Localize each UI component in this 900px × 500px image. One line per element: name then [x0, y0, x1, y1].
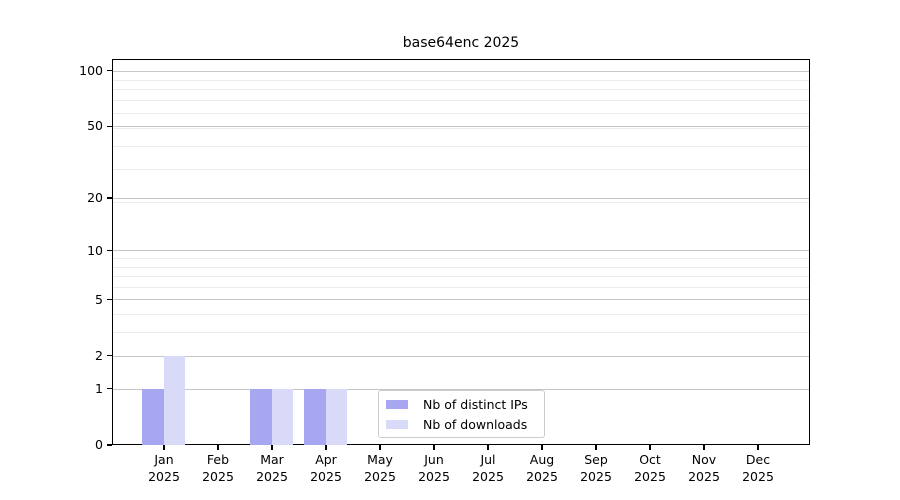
y-gridline-minor	[113, 276, 809, 278]
y-gridline-major	[113, 70, 809, 72]
y-tick	[107, 249, 112, 252]
y-gridline-minor	[113, 79, 809, 81]
y-gridline-minor	[113, 332, 809, 334]
x-tick	[487, 445, 489, 450]
x-tick-label: Jan 2025	[148, 452, 180, 484]
y-tick	[107, 125, 112, 127]
y-gridline-minor	[113, 100, 809, 102]
y-tick-label: 20	[87, 190, 103, 206]
y-gridline-major	[113, 355, 809, 357]
y-gridline-minor	[113, 127, 809, 129]
x-tick-label: Sep 2025	[580, 452, 612, 484]
y-gridline-minor	[113, 89, 809, 91]
x-tick	[271, 445, 273, 450]
x-tick	[163, 445, 165, 450]
y-tick	[107, 70, 112, 72]
x-tick	[541, 445, 543, 450]
legend-swatch-distinct-ips	[386, 399, 408, 409]
bar-nb-of-downloads-mar	[271, 388, 294, 445]
legend: Nb of distinct IPs Nb of downloads	[378, 390, 545, 438]
legend-item-distinct-ips: Nb of distinct IPs	[386, 397, 537, 412]
y-tick	[107, 197, 112, 199]
bar-nb-of-downloads-jan	[163, 355, 186, 445]
legend-label-downloads: Nb of downloads	[423, 416, 528, 432]
legend-item-downloads: Nb of downloads	[386, 417, 537, 432]
x-tick-label: Dec 2025	[742, 452, 774, 484]
y-gridline-minor	[113, 112, 809, 114]
y-tick	[107, 299, 112, 301]
x-tick	[649, 445, 651, 450]
x-tick-label: Apr 2025	[310, 452, 342, 484]
y-gridline-major	[113, 250, 809, 252]
y-gridline-minor	[113, 145, 809, 147]
y-tick	[107, 444, 112, 446]
x-tick-label: Nov 2025	[688, 452, 720, 484]
bar-nb-of-downloads-apr	[325, 388, 348, 445]
y-tick-label: 50	[87, 118, 103, 134]
x-tick-label: Oct 2025	[634, 452, 666, 484]
legend-label-distinct-ips: Nb of distinct IPs	[423, 396, 528, 412]
y-gridline-minor	[113, 258, 809, 260]
x-tick	[703, 445, 705, 450]
y-gridline-major	[113, 125, 809, 127]
bar-nb-of-distinct-ips-mar	[250, 388, 272, 445]
y-tick-label: 0	[95, 437, 103, 452]
y-gridline-major	[113, 299, 809, 301]
x-tick	[433, 445, 435, 450]
y-tick-label: 5	[95, 291, 103, 307]
x-tick-label: Jun 2025	[418, 452, 450, 484]
y-tick	[107, 388, 112, 390]
x-tick	[379, 445, 381, 450]
y-tick-label: 2	[95, 347, 103, 363]
y-tick-label: 10	[87, 242, 103, 258]
y-gridline-minor	[113, 201, 809, 203]
x-tick	[217, 445, 219, 450]
y-gridline-major	[113, 197, 809, 199]
y-gridline-minor	[113, 168, 809, 170]
chart-title: base64enc 2025	[402, 35, 520, 51]
bar-nb-of-distinct-ips-apr	[304, 388, 326, 445]
x-tick	[325, 445, 327, 450]
y-gridline-minor	[113, 314, 809, 316]
y-gridline-minor	[113, 286, 809, 288]
x-tick-label: Feb 2025	[202, 452, 234, 484]
y-tick-label: 100	[79, 62, 103, 78]
x-tick-label: Jul 2025	[472, 452, 504, 484]
plot-area	[112, 59, 810, 445]
x-tick-label: May 2025	[364, 452, 396, 484]
y-tick-label: 1	[95, 380, 103, 396]
x-tick-label: Mar 2025	[256, 452, 288, 484]
bar-nb-of-distinct-ips-jan	[142, 388, 164, 445]
x-tick-label: Aug 2025	[526, 452, 558, 484]
y-tick	[107, 355, 112, 357]
legend-swatch-downloads	[386, 419, 408, 429]
y-gridline-minor	[113, 266, 809, 268]
x-tick	[595, 445, 597, 450]
x-tick	[757, 445, 759, 450]
y-gridline-major	[113, 388, 809, 390]
